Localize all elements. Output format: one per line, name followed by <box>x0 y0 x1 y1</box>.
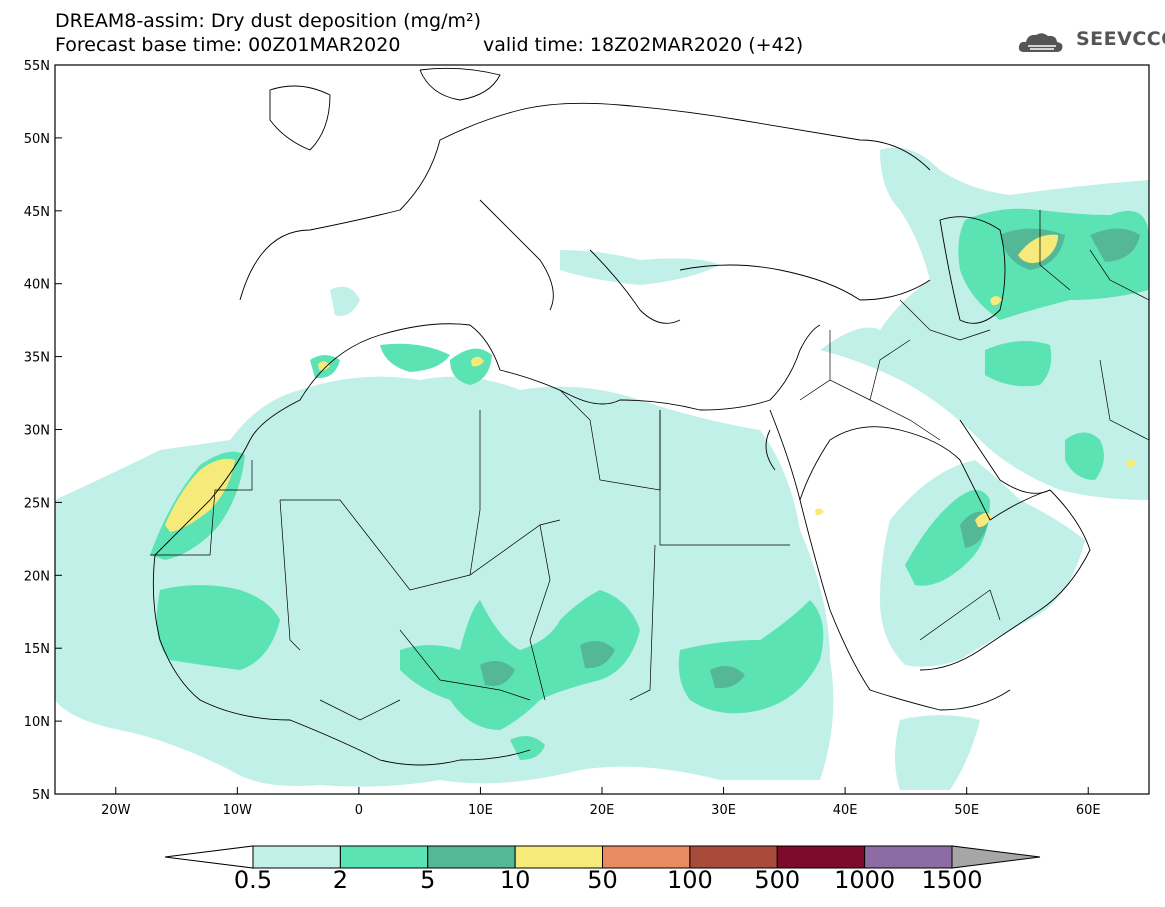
cloud-logo-icon <box>1018 33 1063 52</box>
colorbar <box>164 845 1041 869</box>
colorbar-label: 2 <box>332 866 349 894</box>
latitude-axis: 55N 50N 45N 40N 35N 30N 25N 20N 15N 10N 5N <box>24 59 62 803</box>
colorbar-label: 500 <box>754 866 801 894</box>
lat-label: 50N <box>24 132 50 147</box>
colorbar-segment <box>514 845 603 869</box>
deposition-field <box>55 147 1149 790</box>
colorbar-segment <box>602 845 691 869</box>
lon-label: 30E <box>711 803 736 818</box>
lat-label: 30N <box>24 424 50 439</box>
lat-label: 35N <box>24 351 50 366</box>
longitude-axis: 20W 10W 0 10E 20E 30E 40E 50E 60E <box>101 787 1101 818</box>
logo-text: SEEVCCC <box>1076 28 1165 50</box>
lat-label: 5N <box>32 788 50 803</box>
valid-time: valid time: 18Z02MAR2020 (+42) <box>483 34 804 56</box>
colorbar-over-arrow <box>951 845 1041 869</box>
lon-label: 0 <box>355 803 363 818</box>
lat-label: 55N <box>24 59 50 74</box>
colorbar-segment <box>427 845 516 869</box>
lat-label: 45N <box>24 205 50 220</box>
lon-label: 60E <box>1076 803 1101 818</box>
lat-label: 10N <box>24 715 50 730</box>
colorbar-segment <box>339 845 429 869</box>
lat-label: 25N <box>24 496 50 511</box>
lon-label: 20E <box>590 803 615 818</box>
colorbar-label: 50 <box>587 866 618 894</box>
colorbar-label: 10 <box>499 866 531 894</box>
lat-label: 20N <box>24 569 50 584</box>
deposition-level-10-50 <box>165 234 1137 532</box>
colorbar-label: 0.5 <box>233 866 273 894</box>
colorbar-label: 5 <box>420 866 436 894</box>
lon-label: 10W <box>223 803 253 818</box>
colorbar-label: 1000 <box>834 866 896 894</box>
colorbar-label: 100 <box>666 866 713 894</box>
map-title: DREAM8-assim: Dry dust deposition (mg/m²… <box>55 10 482 32</box>
colorbar-segment <box>776 845 866 869</box>
coastlines <box>152 67 1091 766</box>
colorbar-label: 1500 <box>921 866 983 894</box>
colorbar-under-arrow <box>164 845 254 869</box>
lat-label: 15N <box>24 642 50 657</box>
country-borders <box>150 210 1149 721</box>
lon-label: 10E <box>468 803 493 818</box>
colorbar-segment <box>864 845 953 869</box>
lon-label: 40E <box>833 803 858 818</box>
lat-label: 40N <box>24 278 50 293</box>
colorbar-segment <box>689 845 778 869</box>
colorbar-segment <box>252 845 341 869</box>
lon-label: 50E <box>954 803 979 818</box>
forecast-base-time: Forecast base time: 00Z01MAR2020 <box>55 34 401 56</box>
lon-label: 20W <box>101 803 131 818</box>
